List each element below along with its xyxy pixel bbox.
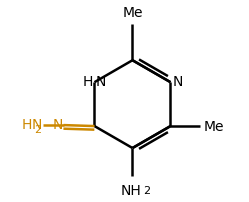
Text: Me: Me xyxy=(203,120,224,133)
Text: 2: 2 xyxy=(143,185,151,195)
Text: N: N xyxy=(173,75,183,89)
Text: NH: NH xyxy=(121,183,142,197)
Text: H: H xyxy=(22,118,32,132)
Text: N: N xyxy=(31,118,42,132)
Text: N: N xyxy=(52,118,62,132)
Text: N: N xyxy=(96,75,106,89)
Text: H: H xyxy=(83,75,93,89)
Text: Me: Me xyxy=(122,6,143,20)
Text: 2: 2 xyxy=(35,124,42,134)
